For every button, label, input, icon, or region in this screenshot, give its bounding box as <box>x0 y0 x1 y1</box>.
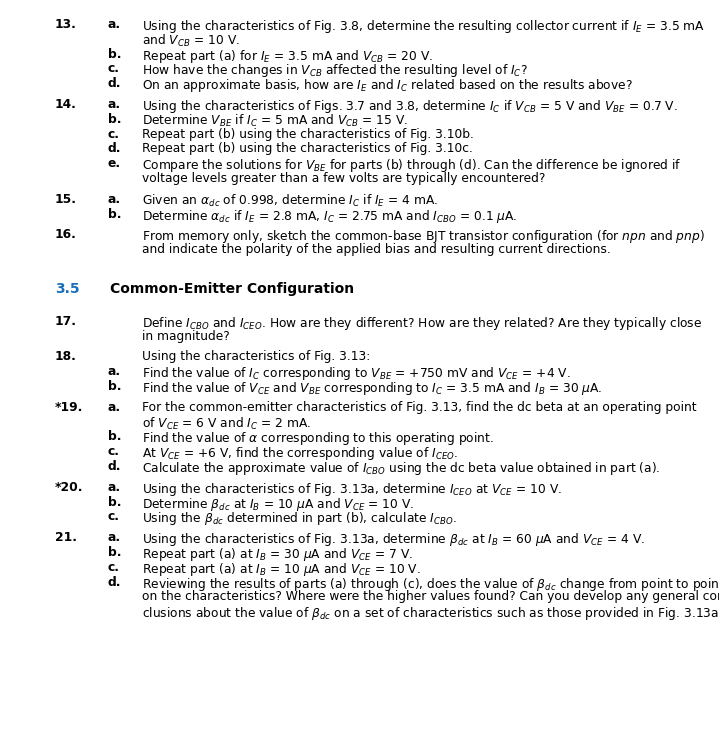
Text: clusions about the value of $\beta_{dc}$ on a set of characteristics such as tho: clusions about the value of $\beta_{dc}$… <box>142 605 719 622</box>
Text: b.: b. <box>108 380 122 393</box>
Text: How have the changes in $V_{CB}$ affected the resulting level of $I_C$?: How have the changes in $V_{CB}$ affecte… <box>142 62 528 79</box>
Text: From memory only, sketch the common-base BJT transistor configuration (for $npn$: From memory only, sketch the common-base… <box>142 228 705 246</box>
Text: Define $I_{CBO}$ and $I_{CEO}$. How are they different? How are they related? Ar: Define $I_{CBO}$ and $I_{CEO}$. How are … <box>142 315 702 332</box>
Text: Repeat part (b) using the characteristics of Fig. 3.10c.: Repeat part (b) using the characteristic… <box>142 142 473 155</box>
Text: Find the value of $I_C$ corresponding to $V_{BE}$ = +750 mV and $V_{CE}$ = +4 V.: Find the value of $I_C$ corresponding to… <box>142 366 571 382</box>
Text: and indicate the polarity of the applied bias and resulting current directions.: and indicate the polarity of the applied… <box>142 243 610 256</box>
Text: b.: b. <box>108 546 122 559</box>
Text: Repeat part (a) for $I_E$ = 3.5 mA and $V_{CB}$ = 20 V.: Repeat part (a) for $I_E$ = 3.5 mA and $… <box>142 48 434 64</box>
Text: on the characteristics? Where were the higher values found? Can you develop any : on the characteristics? Where were the h… <box>142 590 719 604</box>
Text: d.: d. <box>108 575 122 589</box>
Text: c.: c. <box>108 127 120 141</box>
Text: Common-Emitter Configuration: Common-Emitter Configuration <box>110 282 354 296</box>
Text: and $V_{CB}$ = 10 V.: and $V_{CB}$ = 10 V. <box>142 33 240 49</box>
Text: Repeat part (b) using the characteristics of Fig. 3.10b.: Repeat part (b) using the characteristic… <box>142 127 474 141</box>
Text: b.: b. <box>108 496 122 509</box>
Text: b.: b. <box>108 431 122 443</box>
Text: a.: a. <box>108 401 121 413</box>
Text: 15.: 15. <box>55 192 77 206</box>
Text: For the common-emitter characteristics of Fig. 3.13, find the dc beta at an oper: For the common-emitter characteristics o… <box>142 401 697 413</box>
Text: Given an $\alpha_{dc}$ of 0.998, determine $I_C$ if $I_E$ = 4 mA.: Given an $\alpha_{dc}$ of 0.998, determi… <box>142 192 438 209</box>
Text: At $V_{CE}$ = +6 V, find the corresponding value of $I_{CEO}$.: At $V_{CE}$ = +6 V, find the correspondi… <box>142 445 458 462</box>
Text: Using the characteristics of Fig. 3.13a, determine $I_{CEO}$ at $V_{CE}$ = 10 V.: Using the characteristics of Fig. 3.13a,… <box>142 481 562 498</box>
Text: a.: a. <box>108 18 121 31</box>
Text: Using the characteristics of Fig. 3.13:: Using the characteristics of Fig. 3.13: <box>142 351 370 363</box>
Text: Repeat part (a) at $I_B$ = 30 $\mu$A and $V_{CE}$ = 7 V.: Repeat part (a) at $I_B$ = 30 $\mu$A and… <box>142 546 413 563</box>
Text: voltage levels greater than a few volts are typically encountered?: voltage levels greater than a few volts … <box>142 172 546 185</box>
Text: a.: a. <box>108 531 121 545</box>
Text: Using the $\beta_{dc}$ determined in part (b), calculate $I_{CBO}$.: Using the $\beta_{dc}$ determined in par… <box>142 510 457 527</box>
Text: Reviewing the results of parts (a) through (c), does the value of $\beta_{dc}$ c: Reviewing the results of parts (a) throu… <box>142 575 719 592</box>
Text: 13.: 13. <box>55 18 77 31</box>
Text: a.: a. <box>108 366 121 378</box>
Text: c.: c. <box>108 561 120 574</box>
Text: a.: a. <box>108 192 121 206</box>
Text: c.: c. <box>108 445 120 458</box>
Text: a.: a. <box>108 98 121 111</box>
Text: Determine $\beta_{dc}$ at $I_B$ = 10 $\mu$A and $V_{CE}$ = 10 V.: Determine $\beta_{dc}$ at $I_B$ = 10 $\m… <box>142 496 414 512</box>
Text: Using the characteristics of Fig. 3.8, determine the resulting collector current: Using the characteristics of Fig. 3.8, d… <box>142 18 705 35</box>
Text: 18.: 18. <box>55 351 77 363</box>
Text: in magnitude?: in magnitude? <box>142 330 230 342</box>
Text: Repeat part (a) at $I_B$ = 10 $\mu$A and $V_{CE}$ = 10 V.: Repeat part (a) at $I_B$ = 10 $\mu$A and… <box>142 561 421 577</box>
Text: 3.5: 3.5 <box>55 282 80 296</box>
Text: b.: b. <box>108 207 122 221</box>
Text: Determine $V_{BE}$ if $I_C$ = 5 mA and $V_{CB}$ = 15 V.: Determine $V_{BE}$ if $I_C$ = 5 mA and $… <box>142 113 408 129</box>
Text: 21.: 21. <box>55 531 77 545</box>
Text: On an approximate basis, how are $I_E$ and $I_C$ related based on the results ab: On an approximate basis, how are $I_E$ a… <box>142 77 633 94</box>
Text: Calculate the approximate value of $I_{CBO}$ using the dc beta value obtained in: Calculate the approximate value of $I_{C… <box>142 460 661 477</box>
Text: d.: d. <box>108 77 122 90</box>
Text: d.: d. <box>108 142 122 155</box>
Text: Using the characteristics of Fig. 3.13a, determine $\beta_{dc}$ at $I_B$ = 60 $\: Using the characteristics of Fig. 3.13a,… <box>142 531 645 548</box>
Text: b.: b. <box>108 48 122 61</box>
Text: b.: b. <box>108 113 122 126</box>
Text: d.: d. <box>108 460 122 473</box>
Text: Determine $\alpha_{dc}$ if $I_E$ = 2.8 mA, $I_C$ = 2.75 mA and $I_{CBO}$ = 0.1 $: Determine $\alpha_{dc}$ if $I_E$ = 2.8 m… <box>142 207 518 225</box>
Text: 16.: 16. <box>55 228 77 241</box>
Text: c.: c. <box>108 62 120 76</box>
Text: of $V_{CE}$ = 6 V and $I_C$ = 2 mA.: of $V_{CE}$ = 6 V and $I_C$ = 2 mA. <box>142 416 311 431</box>
Text: *20.: *20. <box>55 481 83 494</box>
Text: Using the characteristics of Figs. 3.7 and 3.8, determine $I_C$ if $V_{CB}$ = 5 : Using the characteristics of Figs. 3.7 a… <box>142 98 678 115</box>
Text: 14.: 14. <box>55 98 77 111</box>
Text: c.: c. <box>108 510 120 524</box>
Text: a.: a. <box>108 481 121 494</box>
Text: 17.: 17. <box>55 315 77 328</box>
Text: Compare the solutions for $V_{BE}$ for parts (b) through (d). Can the difference: Compare the solutions for $V_{BE}$ for p… <box>142 157 682 175</box>
Text: e.: e. <box>108 157 121 170</box>
Text: Find the value of $V_{CE}$ and $V_{BE}$ corresponding to $I_C$ = 3.5 mA and $I_B: Find the value of $V_{CE}$ and $V_{BE}$ … <box>142 380 603 397</box>
Text: Find the value of $\alpha$ corresponding to this operating point.: Find the value of $\alpha$ corresponding… <box>142 431 494 447</box>
Text: *19.: *19. <box>55 401 83 413</box>
